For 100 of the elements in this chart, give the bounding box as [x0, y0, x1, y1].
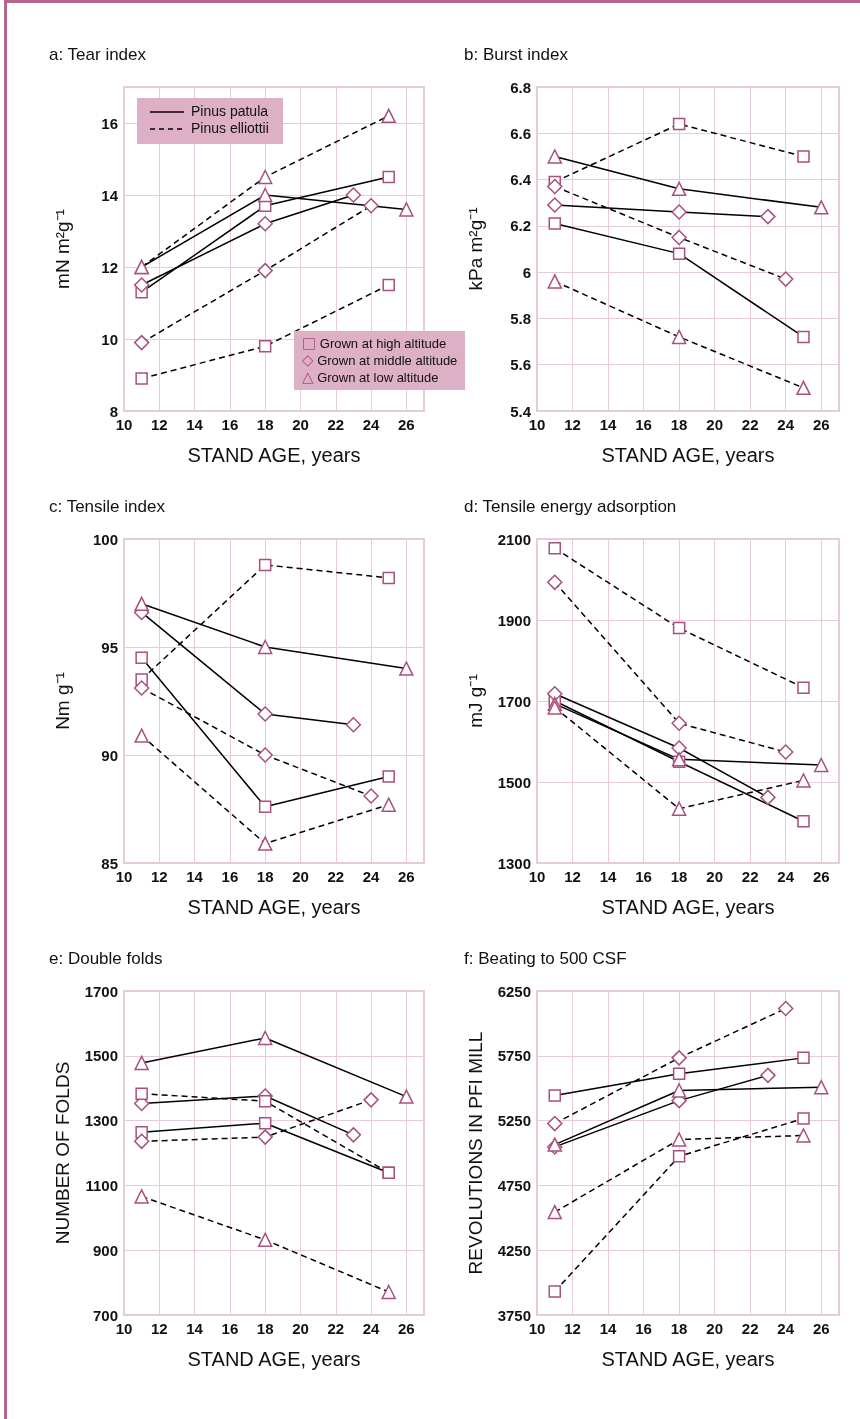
x-tick-label: 26 — [812, 1320, 830, 1337]
x-tick-label: 24 — [362, 1320, 381, 1337]
x-tick-label: 12 — [150, 1320, 168, 1337]
y-axis-title: mN m²g⁻¹ — [52, 209, 73, 289]
y-tick-label: 5250 — [497, 1112, 531, 1130]
x-tick-label: 24 — [777, 416, 795, 433]
x-axis-title: STAND AGE, years — [187, 896, 361, 918]
x-tick-label: 20 — [292, 416, 309, 433]
x-tick-label: 14 — [599, 416, 618, 433]
x-tick-label: 16 — [635, 868, 652, 885]
x-tick-label: 26 — [398, 416, 415, 433]
y-tick-label: 1500 — [84, 1047, 118, 1065]
y-axis-title: kPa m²g⁻¹ — [465, 207, 486, 291]
x-tick-label: 26 — [812, 416, 830, 433]
chart-title: c: Tensile index — [49, 497, 166, 516]
y-axis-title: mJ g⁻¹ — [465, 674, 486, 728]
x-tick-label: 20 — [292, 868, 309, 885]
x-tick-label: 12 — [150, 416, 168, 433]
chart-title: e: Double folds — [49, 949, 163, 968]
x-tick-label: 24 — [362, 416, 381, 433]
x-tick-label: 24 — [777, 868, 795, 885]
x-tick-label: 16 — [221, 416, 239, 433]
y-tick-label: 6 — [522, 263, 531, 281]
y-tick-label: 6.8 — [510, 78, 531, 96]
y-tick-label: 12 — [101, 258, 118, 276]
x-tick-label: 22 — [327, 416, 345, 433]
x-tick-label: 10 — [115, 416, 133, 433]
y-tick-label: 10 — [101, 330, 118, 348]
y-tick-label: 5750 — [497, 1047, 531, 1065]
x-tick-label: 24 — [362, 868, 381, 885]
x-tick-label: 18 — [670, 868, 688, 885]
x-tick-label: 16 — [221, 868, 239, 885]
x-tick-label: 12 — [564, 868, 581, 885]
y-axis-title: NUMBER OF FOLDS — [52, 1061, 73, 1245]
y-tick-label: 1700 — [497, 692, 531, 710]
chart-title: a: Tear index — [49, 45, 147, 64]
annotation: △ Grown at low altitude — [302, 368, 439, 386]
x-tick-label: 14 — [186, 1320, 204, 1337]
x-tick-label: 10 — [528, 868, 546, 885]
y-tick-label: 85 — [101, 854, 118, 872]
x-tick-label: 20 — [706, 868, 723, 885]
x-tick-label: 18 — [256, 1320, 274, 1337]
x-tick-label: 18 — [670, 416, 688, 433]
x-tick-label: 14 — [599, 1320, 618, 1337]
x-tick-label: 16 — [635, 416, 652, 433]
y-tick-label: 5.6 — [510, 356, 531, 374]
y-axis-title: REVOLUTIONS IN PFI MILL — [465, 1031, 486, 1275]
y-tick-label: 4750 — [497, 1176, 531, 1194]
chart-title: b: Burst index — [464, 45, 569, 64]
y-tick-label: 1300 — [84, 1112, 118, 1130]
annotation: ◇ Grown at middle altitude — [302, 351, 458, 369]
y-tick-label: 100 — [92, 530, 118, 548]
y-tick-label: 900 — [92, 1241, 118, 1259]
x-tick-label: 20 — [292, 1320, 309, 1337]
x-tick-label: 22 — [741, 1320, 759, 1337]
x-tick-label: 18 — [670, 1320, 688, 1337]
annotation: Pinus patula — [191, 103, 269, 120]
y-tick-label: 95 — [101, 638, 118, 656]
y-tick-label: 1100 — [85, 1176, 118, 1194]
x-axis-title: STAND AGE, years — [601, 1348, 775, 1370]
x-tick-label: 16 — [635, 1320, 652, 1337]
y-tick-label: 3750 — [497, 1306, 531, 1324]
x-tick-label: 22 — [327, 1320, 345, 1337]
y-tick-label: 4250 — [497, 1241, 531, 1259]
y-tick-label: 1900 — [497, 611, 531, 629]
x-tick-label: 20 — [706, 1320, 723, 1337]
x-tick-label: 14 — [186, 868, 204, 885]
x-tick-label: 10 — [115, 868, 133, 885]
chart-title: d: Tensile energy adsorption — [464, 497, 677, 516]
y-tick-label: 5.8 — [510, 309, 531, 327]
x-tick-label: 22 — [741, 416, 759, 433]
x-tick-label: 26 — [398, 868, 415, 885]
x-tick-label: 26 — [812, 868, 830, 885]
x-tick-label: 22 — [741, 868, 759, 885]
y-tick-label: 16 — [101, 114, 118, 132]
y-tick-label: 14 — [101, 186, 119, 204]
x-axis-title: STAND AGE, years — [187, 444, 361, 466]
x-axis-title: STAND AGE, years — [601, 444, 775, 466]
x-tick-label: 10 — [115, 1320, 133, 1337]
x-tick-label: 12 — [564, 1320, 581, 1337]
x-tick-label: 22 — [327, 868, 345, 885]
y-axis-title: Nm g⁻¹ — [52, 672, 73, 730]
y-tick-label: 1500 — [497, 773, 531, 791]
x-tick-label: 14 — [186, 416, 204, 433]
x-tick-label: 10 — [528, 1320, 546, 1337]
y-tick-label: 90 — [101, 746, 118, 764]
y-tick-label: 8 — [109, 402, 118, 420]
x-tick-label: 14 — [599, 868, 618, 885]
y-tick-label: 6.2 — [510, 217, 531, 235]
x-axis-title: STAND AGE, years — [187, 1348, 361, 1370]
y-tick-label: 1700 — [84, 982, 118, 1000]
y-tick-label: 6.6 — [510, 124, 531, 142]
x-tick-label: 24 — [777, 1320, 795, 1337]
annotation: □ Grown at high altitude — [302, 334, 447, 352]
x-tick-label: 26 — [398, 1320, 415, 1337]
y-tick-label: 1300 — [497, 854, 531, 872]
y-tick-label: 700 — [92, 1306, 118, 1324]
x-tick-label: 16 — [221, 1320, 239, 1337]
x-tick-label: 20 — [706, 416, 723, 433]
x-tick-label: 18 — [256, 416, 274, 433]
